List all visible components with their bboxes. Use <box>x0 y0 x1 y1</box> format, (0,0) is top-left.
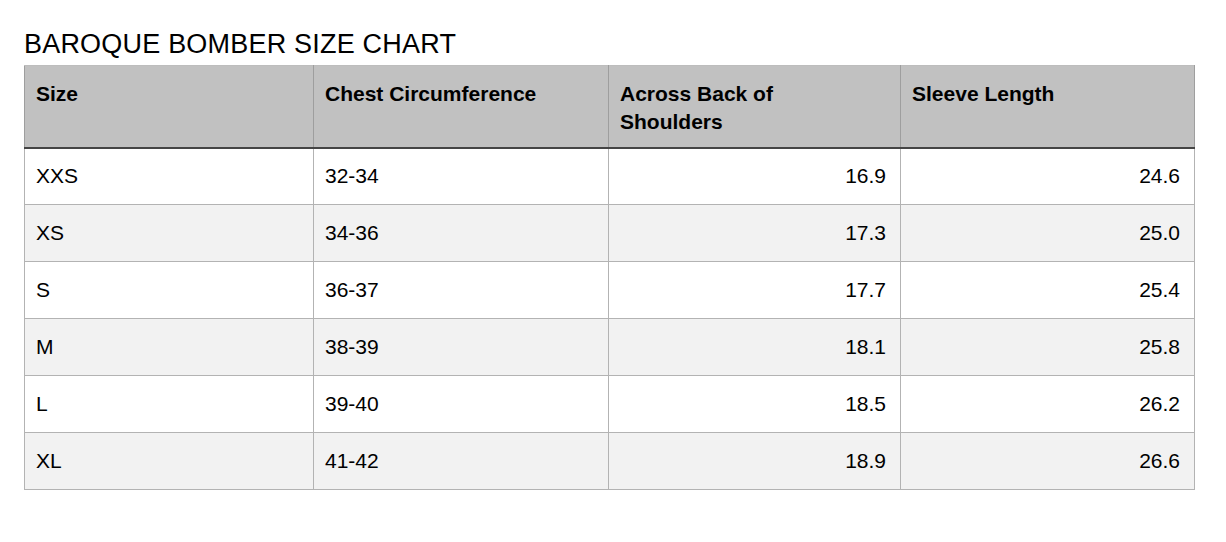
column-header-sleeve-length: Sleeve Length <box>901 66 1195 148</box>
chest-circumference-cell: 41-42 <box>314 433 609 490</box>
sleeve-length-cell: 25.8 <box>901 319 1195 376</box>
chest-circumference-cell: 34-36 <box>314 205 609 262</box>
size-chart-table: Size Chest Circumference Across Back of … <box>24 65 1195 490</box>
sleeve-length-cell: 25.4 <box>901 262 1195 319</box>
column-header-across-back-of-shoulders-label: Across Back of Shoulders <box>620 80 825 137</box>
sleeve-length-cell: 25.0 <box>901 205 1195 262</box>
size-cell: XS <box>25 205 314 262</box>
sleeve-length-cell: 26.2 <box>901 376 1195 433</box>
across-back-cell: 16.9 <box>609 148 901 205</box>
header-row: Size Chest Circumference Across Back of … <box>25 66 1195 148</box>
chest-circumference-cell: 39-40 <box>314 376 609 433</box>
chest-circumference-cell: 32-34 <box>314 148 609 205</box>
size-cell: S <box>25 262 314 319</box>
across-back-cell: 17.3 <box>609 205 901 262</box>
across-back-cell: 18.9 <box>609 433 901 490</box>
size-chart-page: BAROQUE BOMBER SIZE CHART Size Chest Cir… <box>0 0 1226 542</box>
across-back-cell: 18.5 <box>609 376 901 433</box>
column-header-chest-circumference-label: Chest Circumference <box>325 82 536 105</box>
sleeve-length-cell: 24.6 <box>901 148 1195 205</box>
table-row-s: S 36-37 17.7 25.4 <box>25 262 1195 319</box>
across-back-cell: 18.1 <box>609 319 901 376</box>
table-row-m: M 38-39 18.1 25.8 <box>25 319 1195 376</box>
column-header-across-back-of-shoulders: Across Back of Shoulders <box>609 66 901 148</box>
size-cell: M <box>25 319 314 376</box>
table-row-xl: XL 41-42 18.9 26.6 <box>25 433 1195 490</box>
column-header-sleeve-length-label: Sleeve Length <box>912 82 1054 105</box>
table-row-xs: XS 34-36 17.3 25.0 <box>25 205 1195 262</box>
page-title: BAROQUE BOMBER SIZE CHART <box>24 29 456 60</box>
across-back-cell: 17.7 <box>609 262 901 319</box>
chest-circumference-cell: 38-39 <box>314 319 609 376</box>
column-header-chest-circumference: Chest Circumference <box>314 66 609 148</box>
column-header-size-label: Size <box>36 82 78 105</box>
size-cell: L <box>25 376 314 433</box>
size-cell: XXS <box>25 148 314 205</box>
table-row-xxs: XXS 32-34 16.9 24.6 <box>25 148 1195 205</box>
chest-circumference-cell: 36-37 <box>314 262 609 319</box>
column-header-size: Size <box>25 66 314 148</box>
sleeve-length-cell: 26.6 <box>901 433 1195 490</box>
table-row-l: L 39-40 18.5 26.2 <box>25 376 1195 433</box>
size-cell: XL <box>25 433 314 490</box>
